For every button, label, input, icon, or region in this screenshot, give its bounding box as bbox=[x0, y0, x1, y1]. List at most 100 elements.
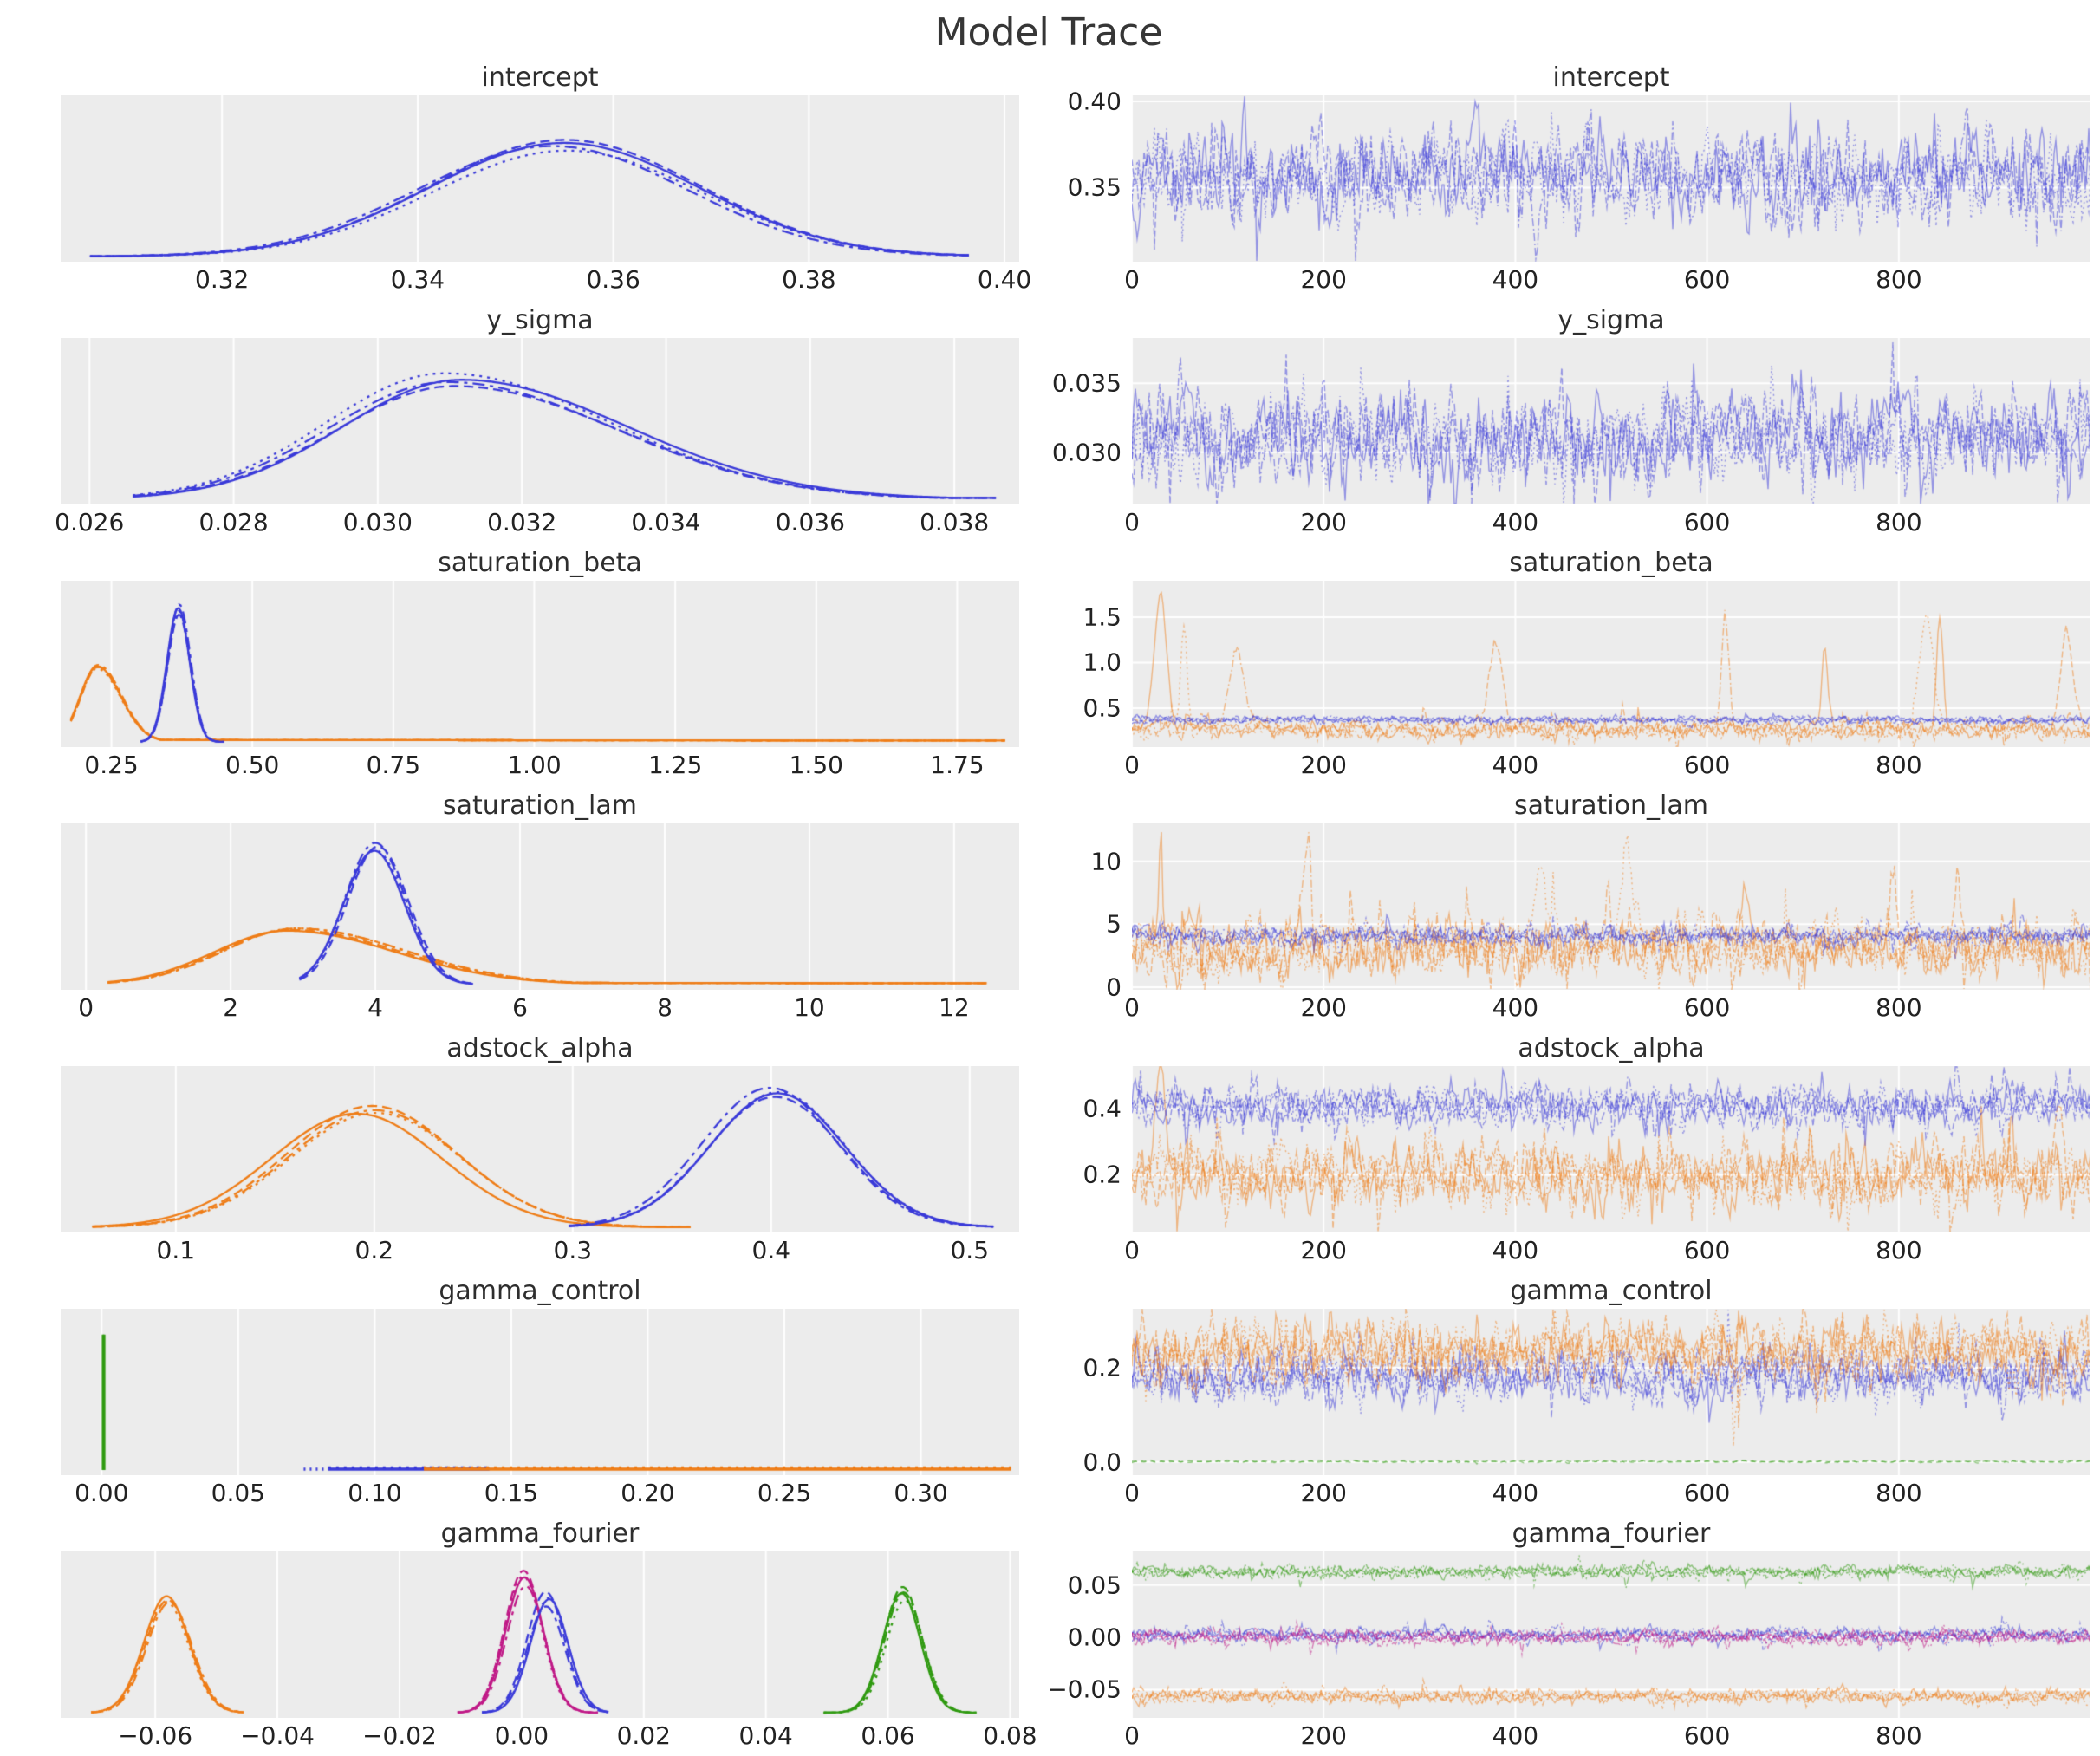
y_sigma-kde-canvas bbox=[61, 338, 1019, 504]
plot-area bbox=[1132, 1066, 2090, 1232]
y-tick-label: 1.0 bbox=[1083, 647, 1122, 677]
x-axis: −0.06 −0.04 −0.02 0.00 0.02 0.04 0.06 0.08 bbox=[61, 1718, 1037, 1756]
x-tick-label: 0.4 bbox=[751, 1236, 791, 1265]
y-tick-label: 1.5 bbox=[1083, 602, 1122, 632]
x-tick-label: 600 bbox=[1683, 508, 1731, 537]
x-tick-label: 0.00 bbox=[75, 1479, 129, 1507]
x-tick-label: 600 bbox=[1683, 993, 1731, 1022]
subplot-title: intercept bbox=[1552, 62, 1670, 93]
y-axis: 0.2 0.0 bbox=[1019, 1309, 1132, 1476]
x-tick-label: 800 bbox=[1876, 1479, 1922, 1507]
y-tick-label: 0.40 bbox=[1067, 87, 1122, 116]
x-tick-label: 0.40 bbox=[977, 265, 1032, 294]
intercept-trace-subplot: intercept 0.40 0.35 0 200 400 600 800 bbox=[1019, 57, 2090, 300]
row-saturation_lam: saturation_lam 0 2 4 6 8 10 12 saturation_lam 10 5… bbox=[26, 785, 2100, 1028]
x-tick-label: 0.036 bbox=[775, 508, 845, 537]
subplot-body bbox=[26, 338, 1019, 504]
row-y_sigma: y_sigma 0.026 0.028 0.030 0.032 0.034 0.036 0.0… bbox=[26, 300, 2100, 543]
subplot-title: saturation_lam bbox=[443, 790, 637, 821]
x-tick-label: 0.3 bbox=[553, 1236, 593, 1265]
subplot-title: y_sigma bbox=[486, 305, 594, 335]
plot-area bbox=[1132, 95, 2090, 262]
subplot-title: saturation_lam bbox=[1514, 790, 1708, 821]
x-tick-label: 800 bbox=[1876, 751, 1922, 779]
x-tick-label: 0 bbox=[1124, 508, 1140, 537]
y-tick-label: 0.2 bbox=[1083, 1353, 1122, 1382]
x-tick-label: 400 bbox=[1492, 993, 1539, 1022]
x-tick-label: 600 bbox=[1683, 1721, 1731, 1750]
x-tick-label: 200 bbox=[1300, 1721, 1347, 1750]
gamma_fourier-kde-canvas bbox=[61, 1551, 1019, 1718]
x-axis: 0.00 0.05 0.10 0.15 0.20 0.25 0.30 bbox=[61, 1475, 1019, 1513]
y-axis bbox=[26, 338, 61, 504]
subplot-title: gamma_fourier bbox=[440, 1519, 640, 1549]
x-axis: 0 200 400 600 800 bbox=[1124, 1232, 2090, 1271]
plot-area bbox=[61, 338, 1019, 504]
x-tick-label: 800 bbox=[1876, 993, 1922, 1022]
x-tick-label: 0.36 bbox=[586, 265, 640, 294]
gamma_control-kde-canvas bbox=[61, 1309, 1019, 1475]
x-tick-label: −0.06 bbox=[118, 1721, 193, 1750]
x-axis: 0.1 0.2 0.3 0.4 0.5 bbox=[61, 1232, 1019, 1271]
x-tick-label: 0.028 bbox=[198, 508, 269, 537]
x-tick-label: 0.5 bbox=[950, 1236, 990, 1265]
figure-title: Model Trace bbox=[934, 10, 1163, 55]
plot-area bbox=[61, 581, 1019, 747]
x-tick-label: 8 bbox=[657, 993, 673, 1022]
saturation_lam-kde-subplot: saturation_lam 0 2 4 6 8 10 12 bbox=[26, 785, 1019, 1028]
intercept-kde-subplot: intercept 0.32 0.34 0.36 0.38 0.40 bbox=[26, 57, 1031, 300]
x-tick-label: 0 bbox=[1124, 1721, 1140, 1750]
x-tick-label: 0.25 bbox=[757, 1479, 812, 1507]
x-tick-label: 400 bbox=[1492, 1236, 1539, 1265]
subplot-body bbox=[26, 1551, 1019, 1718]
plot-area bbox=[1132, 338, 2090, 504]
gamma_control-trace-canvas bbox=[1132, 1309, 2090, 1475]
x-axis: 0 200 400 600 800 bbox=[1124, 504, 2090, 543]
x-tick-label: 0 bbox=[1124, 1236, 1140, 1265]
x-axis: 0 200 400 600 800 bbox=[1124, 990, 2090, 1028]
y-tick-label: 0.4 bbox=[1083, 1094, 1122, 1123]
subplot-body: 0.035 0.030 bbox=[1019, 338, 2090, 504]
x-tick-label: 1.50 bbox=[789, 751, 843, 779]
saturation_beta-trace-canvas bbox=[1132, 581, 2090, 747]
subplot-title: gamma_control bbox=[1510, 1276, 1713, 1306]
saturation_beta-kde-subplot: saturation_beta 0.25 0.50 0.75 1.00 1.25 1.50 1… bbox=[26, 543, 1019, 785]
x-tick-label: 600 bbox=[1683, 751, 1731, 779]
x-tick-label: −0.04 bbox=[240, 1721, 315, 1750]
x-axis: 0.25 0.50 0.75 1.00 1.25 1.50 1.75 bbox=[61, 747, 1019, 785]
x-tick-label: 200 bbox=[1300, 508, 1347, 537]
x-tick-label: 800 bbox=[1876, 1236, 1922, 1265]
y-axis: 1.5 1.0 0.5 bbox=[1019, 581, 1132, 747]
subplot-title: saturation_beta bbox=[438, 548, 642, 578]
adstock_alpha-trace-canvas bbox=[1132, 1066, 2090, 1232]
x-tick-label: 0.32 bbox=[195, 265, 250, 294]
plot-rows: intercept 0.32 0.34 0.36 0.38 0.40 intercept 0.… bbox=[26, 57, 2100, 1756]
y-tick-label: 0 bbox=[1106, 972, 1122, 1002]
plot-area bbox=[1132, 823, 2090, 990]
x-axis: 0 200 400 600 800 bbox=[1124, 1475, 2090, 1513]
x-tick-label: 4 bbox=[367, 993, 384, 1022]
saturation_lam-kde-canvas bbox=[61, 823, 1019, 990]
saturation_lam-trace-canvas bbox=[1132, 823, 2090, 990]
y_sigma-kde-subplot: y_sigma 0.026 0.028 0.030 0.032 0.034 0.036 0.0… bbox=[26, 300, 1019, 543]
y-axis: 0.4 0.2 bbox=[1019, 1066, 1132, 1232]
y-tick-label: 10 bbox=[1090, 847, 1122, 876]
adstock_alpha-trace-subplot: adstock_alpha 0.4 0.2 0 200 400 600 800 bbox=[1019, 1028, 2090, 1271]
adstock_alpha-kde-subplot: adstock_alpha 0.1 0.2 0.3 0.4 0.5 bbox=[26, 1028, 1019, 1271]
x-tick-label: 1.25 bbox=[647, 751, 703, 779]
x-tick-label: 0.038 bbox=[920, 508, 990, 537]
subplot-title: adstock_alpha bbox=[1518, 1033, 1705, 1063]
saturation_beta-kde-canvas bbox=[61, 581, 1019, 747]
x-tick-label: 0.00 bbox=[494, 1721, 549, 1750]
x-tick-label: 10 bbox=[794, 993, 825, 1022]
plot-area bbox=[61, 1551, 1019, 1718]
x-tick-label: 200 bbox=[1300, 751, 1347, 779]
x-tick-label: 0.04 bbox=[738, 1721, 793, 1750]
x-tick-label: 800 bbox=[1876, 1721, 1922, 1750]
subplot-body: 1.5 1.0 0.5 bbox=[1019, 581, 2090, 747]
subplot-body: 0.2 0.0 bbox=[1019, 1309, 2090, 1476]
x-tick-label: 2 bbox=[223, 993, 239, 1022]
x-tick-label: 1.75 bbox=[930, 751, 985, 779]
x-tick-label: 0 bbox=[1124, 265, 1140, 294]
x-tick-label: 0.034 bbox=[631, 508, 701, 537]
